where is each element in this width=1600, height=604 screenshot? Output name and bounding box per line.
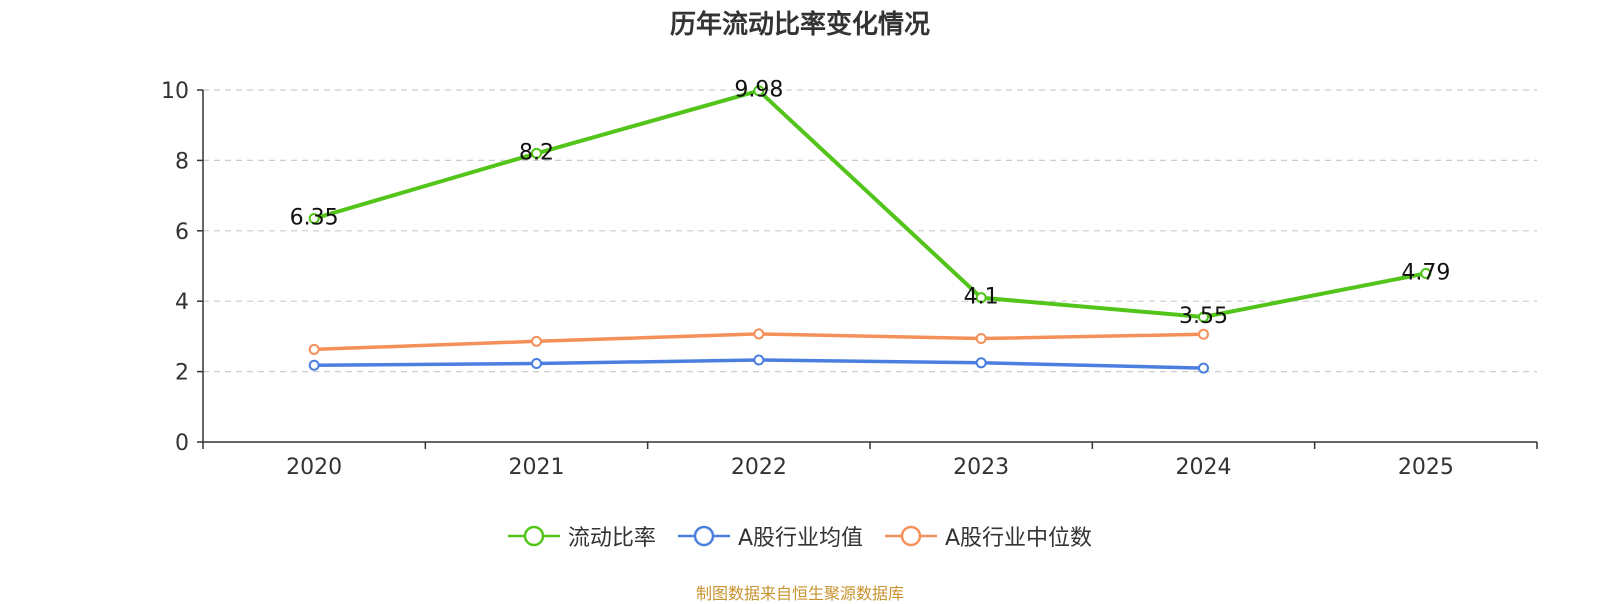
legend-item[interactable]: A股行业中位数	[885, 520, 1092, 552]
x-tick-label: 2023	[953, 455, 1009, 480]
data-point	[308, 212, 320, 224]
data-point	[1420, 267, 1432, 279]
data-label: 4.79	[1401, 260, 1450, 285]
data-point	[753, 328, 765, 340]
data-point	[1198, 311, 1209, 323]
source-footer: 制图数据来自恒生聚源数据库	[695, 584, 904, 603]
legend-label: A股行业均值	[737, 526, 863, 551]
data-point	[308, 343, 320, 355]
y-tick-label: 8	[175, 149, 189, 174]
y-tick-label: 2	[175, 361, 189, 386]
data-label: 8.2	[519, 140, 554, 165]
x-tick-label: 2021	[509, 455, 565, 480]
legend-line-icon	[507, 525, 560, 547]
data-point	[753, 85, 765, 97]
data-point	[531, 335, 542, 347]
data-label: 6.35	[290, 205, 339, 230]
y-tick-label: 0	[175, 431, 189, 456]
data-point	[975, 357, 987, 369]
x-tick-label: 2022	[731, 455, 787, 480]
data-point	[531, 147, 542, 159]
data-point	[1198, 362, 1209, 374]
legend-item[interactable]: A股行业均值	[677, 520, 863, 552]
legend-line-icon	[677, 525, 730, 547]
legend-item[interactable]: 流动比率	[507, 520, 656, 552]
series-line	[313, 88, 1427, 319]
x-tick-label: 2025	[1398, 455, 1454, 480]
legend-line-icon	[885, 525, 937, 547]
legend-label: 流动比率	[567, 526, 656, 551]
data-point	[308, 359, 320, 371]
data-point	[975, 292, 987, 304]
data-point	[531, 358, 542, 370]
y-tick-label: 10	[161, 79, 189, 104]
data-label: 3.55	[1179, 304, 1228, 329]
y-tick-label: 4	[175, 290, 189, 315]
data-point	[975, 333, 987, 345]
chart-title: 历年流动比率变化情况	[669, 10, 930, 40]
x-tick-label: 2020	[286, 455, 342, 480]
x-tick-label: 2024	[1176, 455, 1232, 480]
data-label: 4.1	[964, 285, 999, 310]
legend-label: A股行业中位数	[945, 526, 1093, 551]
legend: 流动比率 A股行业均值 A股行业中位数	[0, 520, 1600, 552]
y-tick-label: 6	[175, 220, 189, 245]
data-point	[753, 354, 765, 366]
data-point	[1198, 328, 1209, 340]
data-label: 9.98	[734, 78, 783, 103]
